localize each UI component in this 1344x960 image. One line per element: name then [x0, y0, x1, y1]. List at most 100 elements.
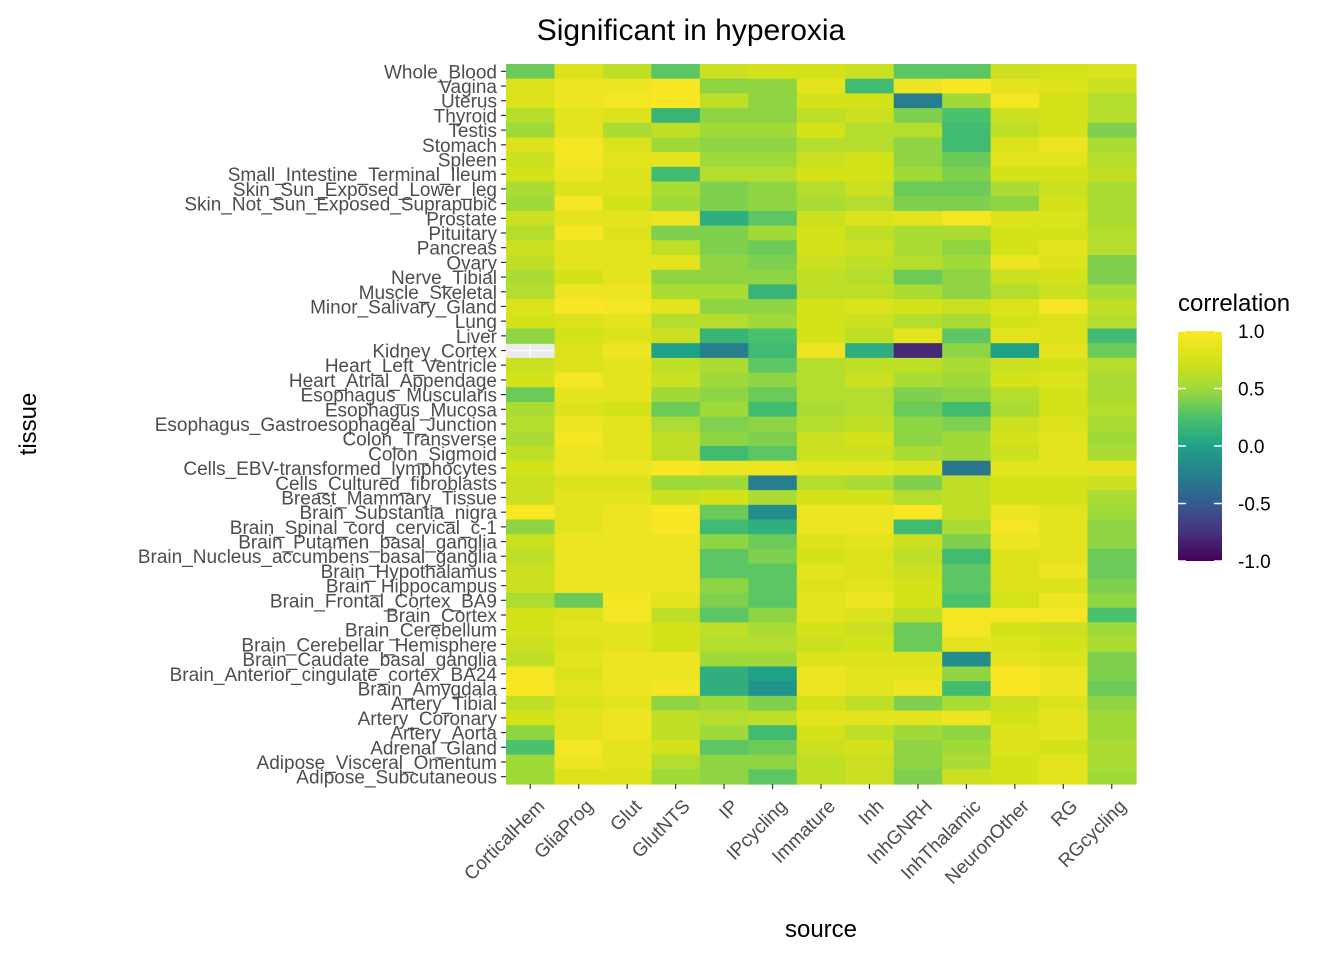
y-tick-label: Skin_Not_Sun_Exposed_Suprapubic: [184, 195, 497, 216]
heatmap-cell: [554, 343, 604, 359]
heatmap-cell: [845, 710, 895, 726]
heatmap-cell: [554, 695, 604, 712]
heatmap-cell: [506, 299, 556, 315]
heatmap-cell: [1087, 196, 1137, 212]
heatmap-cell: [506, 372, 556, 388]
y-axis-title: tissue: [15, 393, 42, 456]
heatmap-cell: [651, 78, 701, 94]
heatmap-cell: [651, 519, 701, 535]
heatmap-cell: [796, 64, 846, 80]
heatmap-cell: [1039, 108, 1089, 124]
heatmap-cell: [1039, 769, 1089, 785]
heatmap-cell: [1087, 592, 1137, 609]
heatmap-cell: [796, 416, 846, 432]
heatmap-cell: [506, 519, 556, 535]
heatmap-cell: [748, 519, 798, 535]
y-tick-label: Lung: [455, 312, 497, 333]
heatmap-cell: [796, 534, 846, 550]
heatmap-cell: [942, 622, 992, 638]
heatmap-cell: [506, 284, 556, 300]
heatmap-cell: [1039, 578, 1089, 594]
heatmap-cell: [748, 710, 798, 726]
heatmap-cell: [990, 255, 1040, 271]
heatmap-cell: [942, 725, 992, 741]
heatmap-cell: [942, 284, 992, 300]
heatmap-cell: [990, 328, 1040, 344]
heatmap-cell: [1039, 534, 1089, 550]
heatmap-cell: [990, 431, 1040, 447]
heatmap-cell: [893, 519, 943, 535]
heatmap-cell: [748, 387, 798, 403]
heatmap-cell: [506, 695, 556, 712]
y-tick-label: Heart_Left_Ventricle: [325, 356, 497, 377]
heatmap-cell: [1039, 152, 1089, 168]
heatmap-cell: [796, 651, 846, 668]
heatmap-cell: [1087, 152, 1137, 168]
heatmap-cell: [602, 108, 652, 124]
heatmap-cell: [748, 695, 798, 712]
heatmap-cell: [845, 357, 895, 374]
heatmap-cell: [893, 754, 943, 770]
heatmap-cell: [602, 578, 652, 594]
heatmap-cell: [990, 269, 1040, 286]
heatmap-cell: [699, 519, 749, 535]
heatmap-cell: [990, 739, 1040, 756]
heatmap-cell: [554, 240, 604, 256]
heatmap-cell: [699, 681, 749, 697]
heatmap-cell: [893, 592, 943, 609]
heatmap-cell: [893, 299, 943, 315]
heatmap-cell: [748, 357, 798, 374]
heatmap-cell: [699, 269, 749, 286]
heatmap-cell: [554, 416, 604, 432]
heatmap-cell: [651, 710, 701, 726]
heatmap-cell: [893, 152, 943, 168]
heatmap-cell: [554, 769, 604, 785]
heatmap-cell: [699, 372, 749, 388]
heatmap-cell: [506, 240, 556, 256]
heatmap-cell: [1039, 401, 1089, 418]
x-axis-title: source: [785, 916, 857, 943]
heatmap-cell: [651, 284, 701, 300]
y-tick-label: Esophagus_Muscularis: [301, 386, 497, 407]
heatmap-cell: [651, 563, 701, 579]
heatmap-cell: [748, 152, 798, 168]
heatmap-cell: [845, 152, 895, 168]
legend-title: correlation: [1178, 290, 1290, 317]
heatmap-cell: [990, 78, 1040, 94]
heatmap-cell: [942, 475, 992, 491]
heatmap-cell: [506, 328, 556, 344]
heatmap-cell: [942, 504, 992, 521]
heatmap-cell: [1087, 739, 1137, 756]
heatmap-cell: [1087, 681, 1137, 697]
heatmap-cell: [554, 64, 604, 80]
y-tick-label: Brain_Putamen_basal_ganglia: [238, 533, 497, 554]
heatmap-cell: [1087, 651, 1137, 668]
heatmap-cell: [1087, 401, 1137, 418]
heatmap-cell: [1087, 460, 1137, 477]
heatmap-cell: [893, 578, 943, 594]
heatmap-cell: [893, 328, 943, 344]
chart-title: Significant in hyperoxia: [537, 14, 846, 47]
heatmap-cell: [748, 166, 798, 183]
heatmap-cell: [942, 152, 992, 168]
heatmap-cell: [699, 416, 749, 432]
heatmap-cell: [1087, 357, 1137, 374]
heatmap-cell: [1087, 93, 1137, 109]
heatmap-cell: [796, 181, 846, 197]
heatmap-cell: [1039, 225, 1089, 241]
heatmap-cell: [748, 681, 798, 697]
heatmap-cell: [602, 122, 652, 139]
heatmap-cell: [554, 490, 604, 506]
heatmap-cell: [602, 666, 652, 682]
heatmap-cell: [651, 681, 701, 697]
heatmap-cell: [602, 152, 652, 168]
heatmap-cell: [796, 695, 846, 712]
heatmap-cell: [942, 225, 992, 241]
heatmap-cell: [651, 578, 701, 594]
heatmap-cell: [1087, 210, 1137, 227]
heatmap-cell: [796, 152, 846, 168]
heatmap-cell: [651, 196, 701, 212]
heatmap-cell: [796, 607, 846, 623]
heatmap-cell: [845, 475, 895, 491]
heatmap-cell: [651, 607, 701, 623]
